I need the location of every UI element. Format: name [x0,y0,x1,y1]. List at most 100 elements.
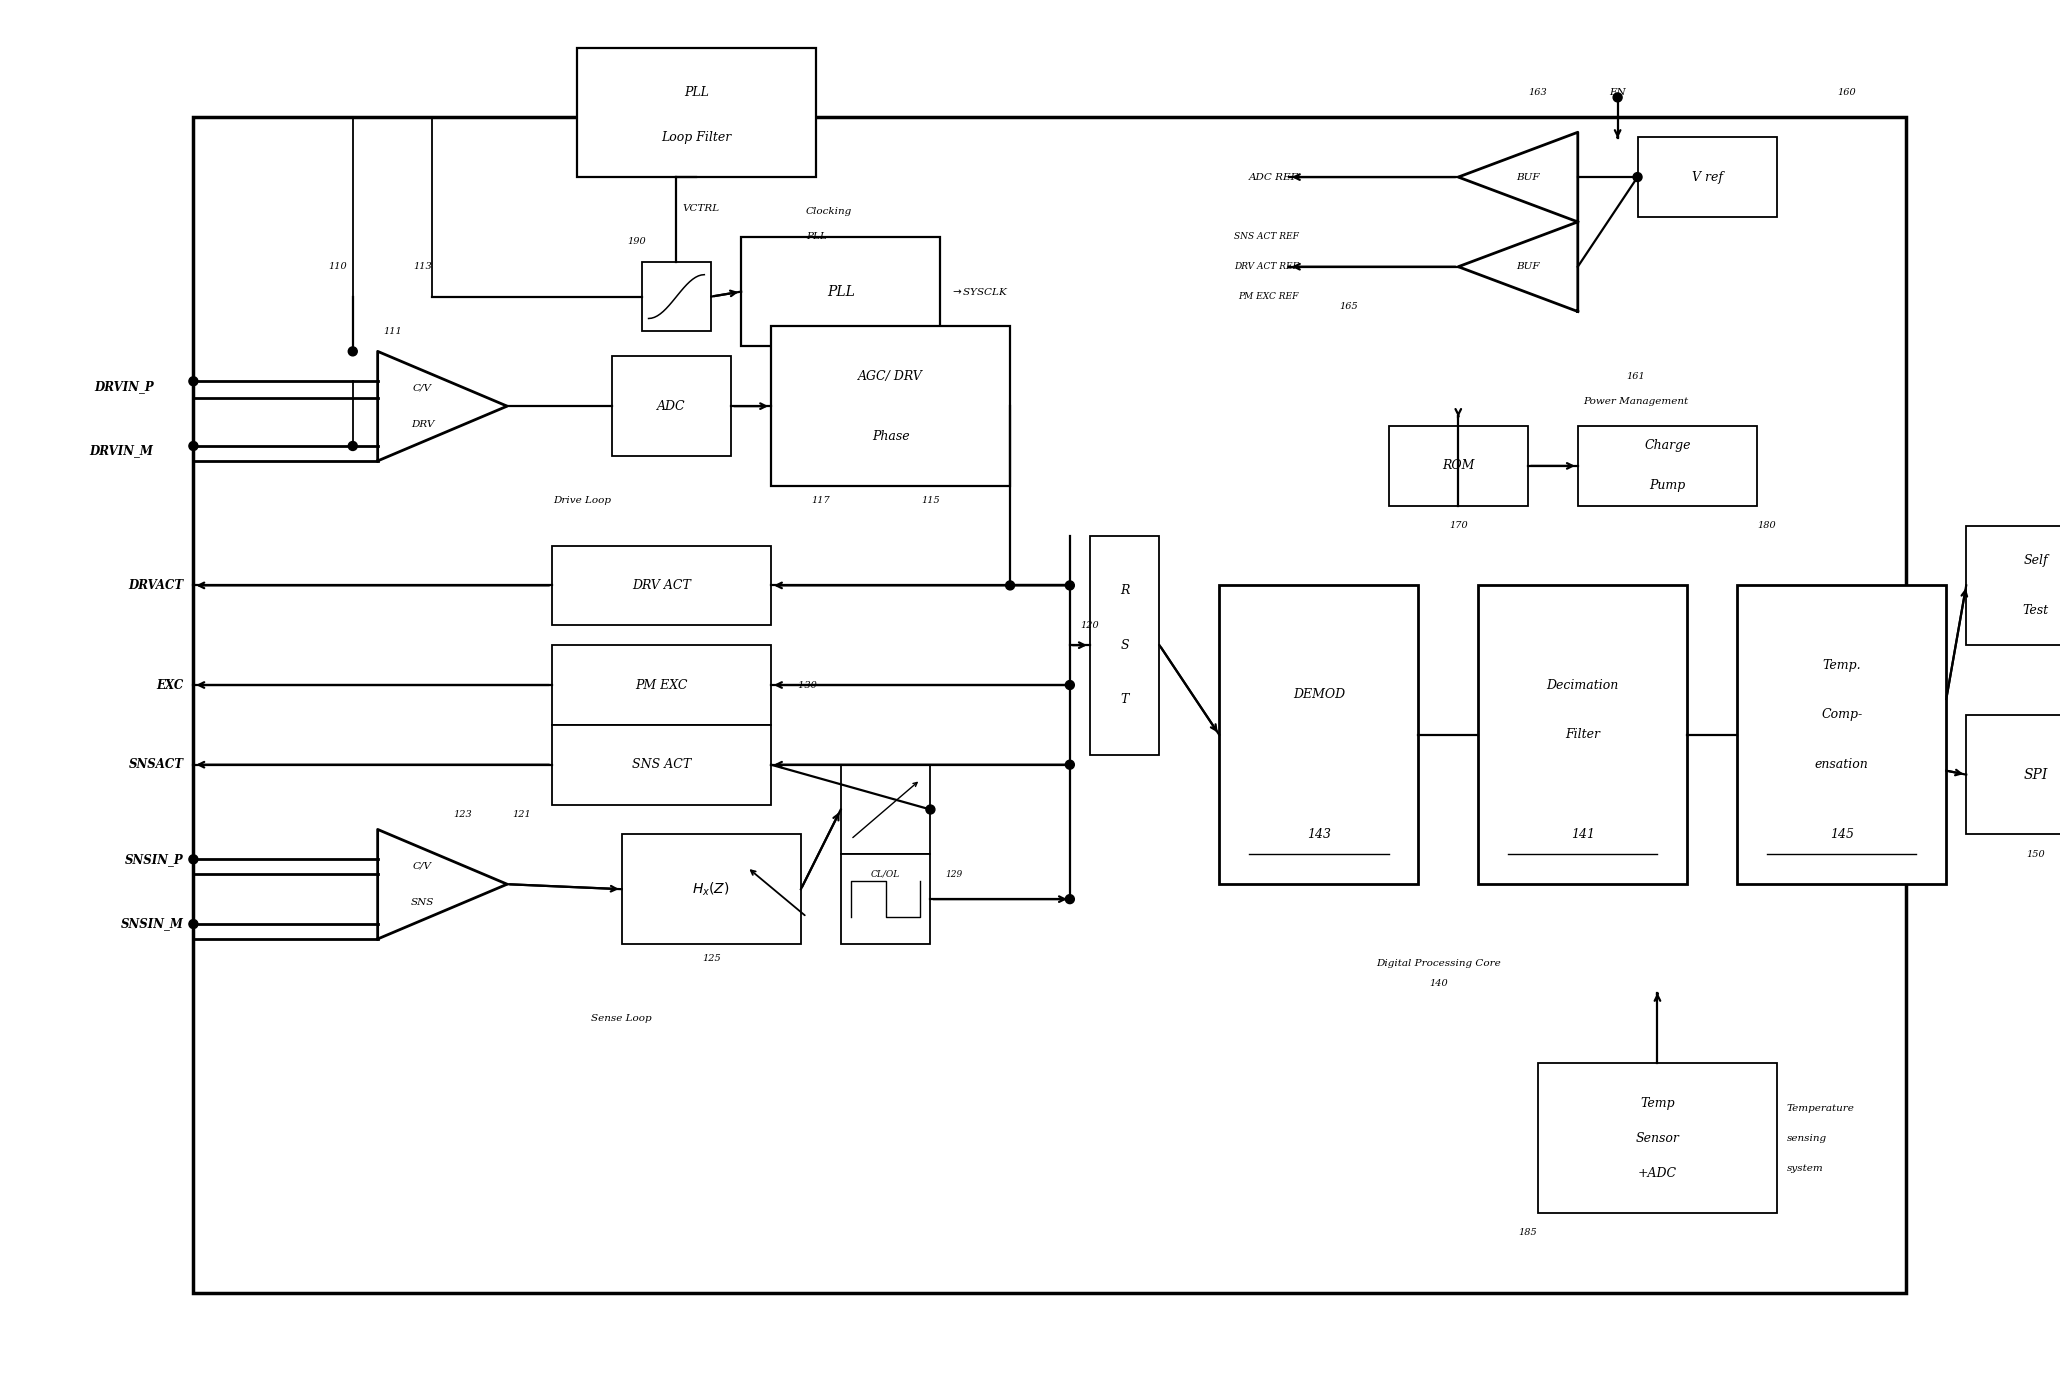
Text: 140: 140 [1428,979,1447,989]
Circle shape [1005,580,1015,590]
Text: DEMOD: DEMOD [1292,689,1346,701]
Text: system: system [1787,1163,1825,1173]
Circle shape [190,377,198,386]
Text: BUF: BUF [1517,173,1540,182]
Text: 129: 129 [945,870,962,879]
Circle shape [1065,895,1075,903]
Text: 163: 163 [1529,88,1548,96]
Text: 143: 143 [1307,828,1331,842]
Text: EXC: EXC [157,678,184,692]
Text: 113: 113 [413,263,431,271]
Text: +ADC: +ADC [1639,1166,1678,1180]
Text: sensing: sensing [1787,1133,1827,1143]
Text: 111: 111 [384,327,402,336]
Text: 110: 110 [328,263,347,271]
Text: SNS ACT: SNS ACT [632,758,691,771]
Circle shape [1614,94,1622,102]
Bar [621,835,801,945]
Text: Decimation: Decimation [1546,678,1618,692]
Text: Clocking: Clocking [805,208,852,216]
Circle shape [349,441,357,451]
Text: Drive Loop: Drive Loop [553,496,611,505]
Bar [840,765,931,854]
Bar [1538,1063,1777,1213]
Text: Sensor: Sensor [1635,1132,1680,1144]
Bar [551,645,772,725]
Bar [741,236,941,346]
Text: C/V: C/V [413,384,431,393]
Circle shape [1633,173,1643,182]
Bar [1967,715,2064,835]
Text: $\rightarrow$SYSCLK: $\rightarrow$SYSCLK [949,286,1009,297]
Bar [551,725,772,804]
Bar [1637,138,1777,217]
Bar [611,356,731,456]
Text: BUF: BUF [1517,263,1540,271]
Circle shape [190,441,198,451]
Text: 160: 160 [1837,88,1856,96]
Bar [1738,586,1946,884]
FancyBboxPatch shape [343,236,1069,536]
Text: 123: 123 [452,810,473,820]
Bar [551,546,772,626]
Text: CL/OL: CL/OL [871,870,900,879]
Bar [1967,525,2064,645]
Bar [1389,426,1527,506]
Text: $H_x(Z)$: $H_x(Z)$ [691,880,731,898]
Text: 115: 115 [921,496,939,505]
Text: Sense Loop: Sense Loop [592,1015,652,1023]
Bar [1220,586,1418,884]
Text: 120: 120 [1079,620,1100,630]
Circle shape [190,920,198,928]
Text: SNS ACT REF: SNS ACT REF [1234,232,1298,242]
FancyBboxPatch shape [1069,417,1827,994]
Text: Digital Processing Core: Digital Processing Core [1377,960,1501,968]
Text: 117: 117 [811,496,830,505]
Text: DRVIN_M: DRVIN_M [89,444,153,458]
Text: Charge: Charge [1645,440,1690,452]
Text: PLL: PLL [683,85,708,99]
Text: Temp.: Temp. [1823,659,1862,671]
Text: Temp: Temp [1641,1097,1674,1110]
Text: SNS: SNS [411,898,433,906]
Circle shape [190,855,198,864]
Text: Power Management: Power Management [1583,396,1688,406]
Text: 125: 125 [702,954,720,964]
FancyBboxPatch shape [343,685,1069,1044]
Text: DRV: DRV [411,419,433,429]
Text: Filter: Filter [1565,729,1600,741]
Bar [840,854,931,945]
Text: 170: 170 [1449,521,1468,531]
Text: 150: 150 [2027,850,2045,859]
Bar [1478,586,1688,884]
Bar [1577,426,1756,506]
Circle shape [1065,580,1075,590]
Text: PLL: PLL [828,285,854,298]
Text: VCTRL: VCTRL [683,205,720,213]
Text: PM EXC REF: PM EXC REF [1238,292,1298,301]
Circle shape [349,346,357,356]
Text: 180: 180 [1759,521,1777,531]
Text: Comp-: Comp- [1820,708,1862,722]
Text: 145: 145 [1829,828,1853,842]
Text: V ref: V ref [1692,170,1723,184]
Text: SPI: SPI [2023,767,2047,781]
Bar [194,117,1907,1292]
Text: SNSACT: SNSACT [128,758,184,771]
Text: Pump: Pump [1649,480,1686,492]
Text: 165: 165 [1340,302,1358,311]
Text: Test: Test [2023,604,2050,617]
Text: ADC REF: ADC REF [1249,173,1298,182]
Bar [576,48,815,177]
Text: ROM: ROM [1443,459,1474,473]
Bar [642,261,712,331]
Text: Loop Filter: Loop Filter [660,131,731,144]
Text: Temperature: Temperature [1787,1104,1856,1112]
Text: ~130: ~130 [791,681,817,689]
Text: DRV ACT: DRV ACT [632,579,691,591]
Text: EN: EN [1610,88,1626,96]
Text: DRVIN_P: DRVIN_P [93,380,153,393]
Text: 185: 185 [1519,1228,1538,1238]
Circle shape [927,804,935,814]
Text: 161: 161 [1626,371,1645,381]
